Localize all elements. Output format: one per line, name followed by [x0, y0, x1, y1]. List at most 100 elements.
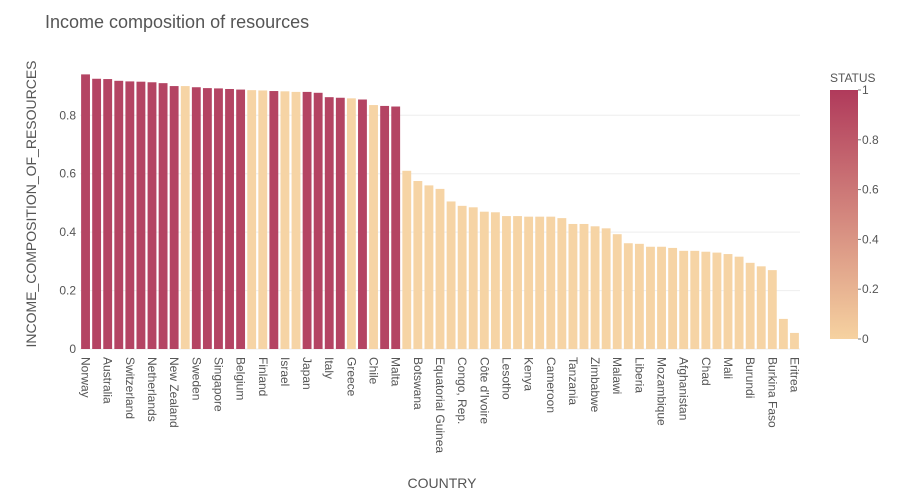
bar	[568, 223, 578, 349]
bar	[790, 332, 799, 349]
colorbar	[830, 90, 858, 339]
bar	[424, 185, 434, 349]
bar	[546, 216, 556, 349]
x-tick-label: Tanzania	[566, 357, 580, 405]
bar	[291, 91, 301, 349]
x-tick-label: Australia	[101, 357, 115, 404]
bar	[236, 89, 246, 349]
x-tick-label: Botswana	[411, 357, 425, 410]
bar	[313, 92, 323, 349]
x-tick-label: Italy	[322, 357, 336, 379]
x-tick-label: Côte d'Ivoire	[477, 357, 491, 424]
x-tick-label: Afghanistan	[677, 357, 691, 420]
colorbar-tick-label: 0.6	[862, 183, 879, 197]
x-tick-label: Norway	[79, 357, 93, 398]
bar	[646, 246, 655, 349]
x-tick-label: Chad	[699, 357, 713, 386]
y-tick-label: 0.6	[59, 167, 76, 181]
y-tick-label: 0	[69, 342, 76, 356]
bar	[457, 205, 467, 349]
colorbar-title: STATUS	[830, 71, 876, 85]
bar	[535, 216, 545, 349]
bar	[690, 250, 700, 349]
bar	[114, 80, 124, 350]
bar	[169, 86, 179, 350]
bar	[756, 266, 766, 349]
x-tick-label: Zimbabwe	[588, 357, 602, 413]
chart-title: Income composition of resources	[45, 12, 309, 32]
bar	[745, 262, 755, 349]
bar	[247, 90, 257, 349]
bar	[668, 247, 678, 349]
x-tick-label: Malawi	[610, 357, 624, 394]
x-tick-label: Lesotho	[499, 357, 513, 400]
bar	[657, 246, 666, 349]
x-tick-label: Sweden	[189, 357, 203, 400]
x-tick-label: Liberia	[632, 357, 646, 393]
y-tick-label: 0.2	[59, 284, 76, 298]
bar	[158, 83, 168, 349]
x-tick-label: Netherlands	[145, 357, 159, 422]
bar	[679, 250, 689, 349]
colorbar-tick-label: 1	[862, 83, 869, 97]
x-tick-label: New Zealand	[167, 357, 181, 428]
bar	[380, 105, 390, 350]
y-tick-label: 0.8	[59, 108, 76, 122]
x-tick-label: Kenya	[522, 357, 536, 391]
bar	[103, 79, 113, 349]
bar	[280, 91, 290, 350]
bar	[391, 106, 401, 349]
bar	[202, 88, 212, 349]
bar	[734, 256, 744, 349]
colorbar-tick-label: 0	[862, 332, 869, 346]
bar	[302, 91, 312, 349]
x-axis-title: COUNTRY	[408, 475, 478, 491]
bar	[225, 88, 234, 349]
x-tick-label: Burundi	[743, 357, 757, 398]
bar	[335, 97, 345, 349]
x-tick-label: Japan	[300, 357, 314, 390]
bar	[502, 216, 511, 349]
bar	[513, 216, 522, 349]
bar	[623, 243, 633, 349]
bar	[601, 228, 611, 349]
bar	[81, 74, 90, 349]
bar	[446, 201, 456, 349]
bar	[778, 318, 788, 349]
bar	[468, 207, 478, 349]
x-tick-label: Israel	[278, 357, 292, 386]
x-tick-label: Mozambique	[655, 357, 669, 426]
bar	[634, 243, 644, 349]
bar	[524, 216, 534, 349]
bar	[723, 254, 733, 349]
bar	[258, 90, 268, 350]
x-tick-label: Malta	[389, 357, 403, 387]
bar	[413, 181, 423, 349]
bar	[490, 212, 500, 349]
bar	[346, 98, 356, 349]
bar	[767, 270, 777, 349]
bar	[92, 78, 102, 349]
x-tick-label: Burkina Faso	[765, 357, 779, 428]
x-tick-label: Switzerland	[123, 357, 137, 419]
x-tick-label: Eritrea	[787, 357, 801, 393]
x-tick-label: Mali	[721, 357, 735, 379]
bar	[358, 99, 367, 349]
x-tick-label: Cameroon	[544, 357, 558, 413]
bar	[269, 91, 279, 350]
x-tick-label: Finland	[256, 357, 270, 396]
bar	[402, 170, 412, 349]
bar	[191, 87, 201, 350]
bar	[701, 251, 711, 349]
bar	[557, 218, 567, 349]
colorbar-tick-label: 0.8	[862, 133, 879, 147]
bar	[180, 86, 190, 350]
bar	[612, 234, 622, 349]
bar	[590, 226, 600, 349]
x-tick-label: Singapore	[211, 357, 225, 412]
colorbar-tick-label: 0.2	[862, 282, 879, 296]
bar	[712, 252, 722, 349]
y-tick-label: 0.4	[59, 225, 76, 239]
colorbar-tick-label: 0.4	[862, 232, 879, 246]
